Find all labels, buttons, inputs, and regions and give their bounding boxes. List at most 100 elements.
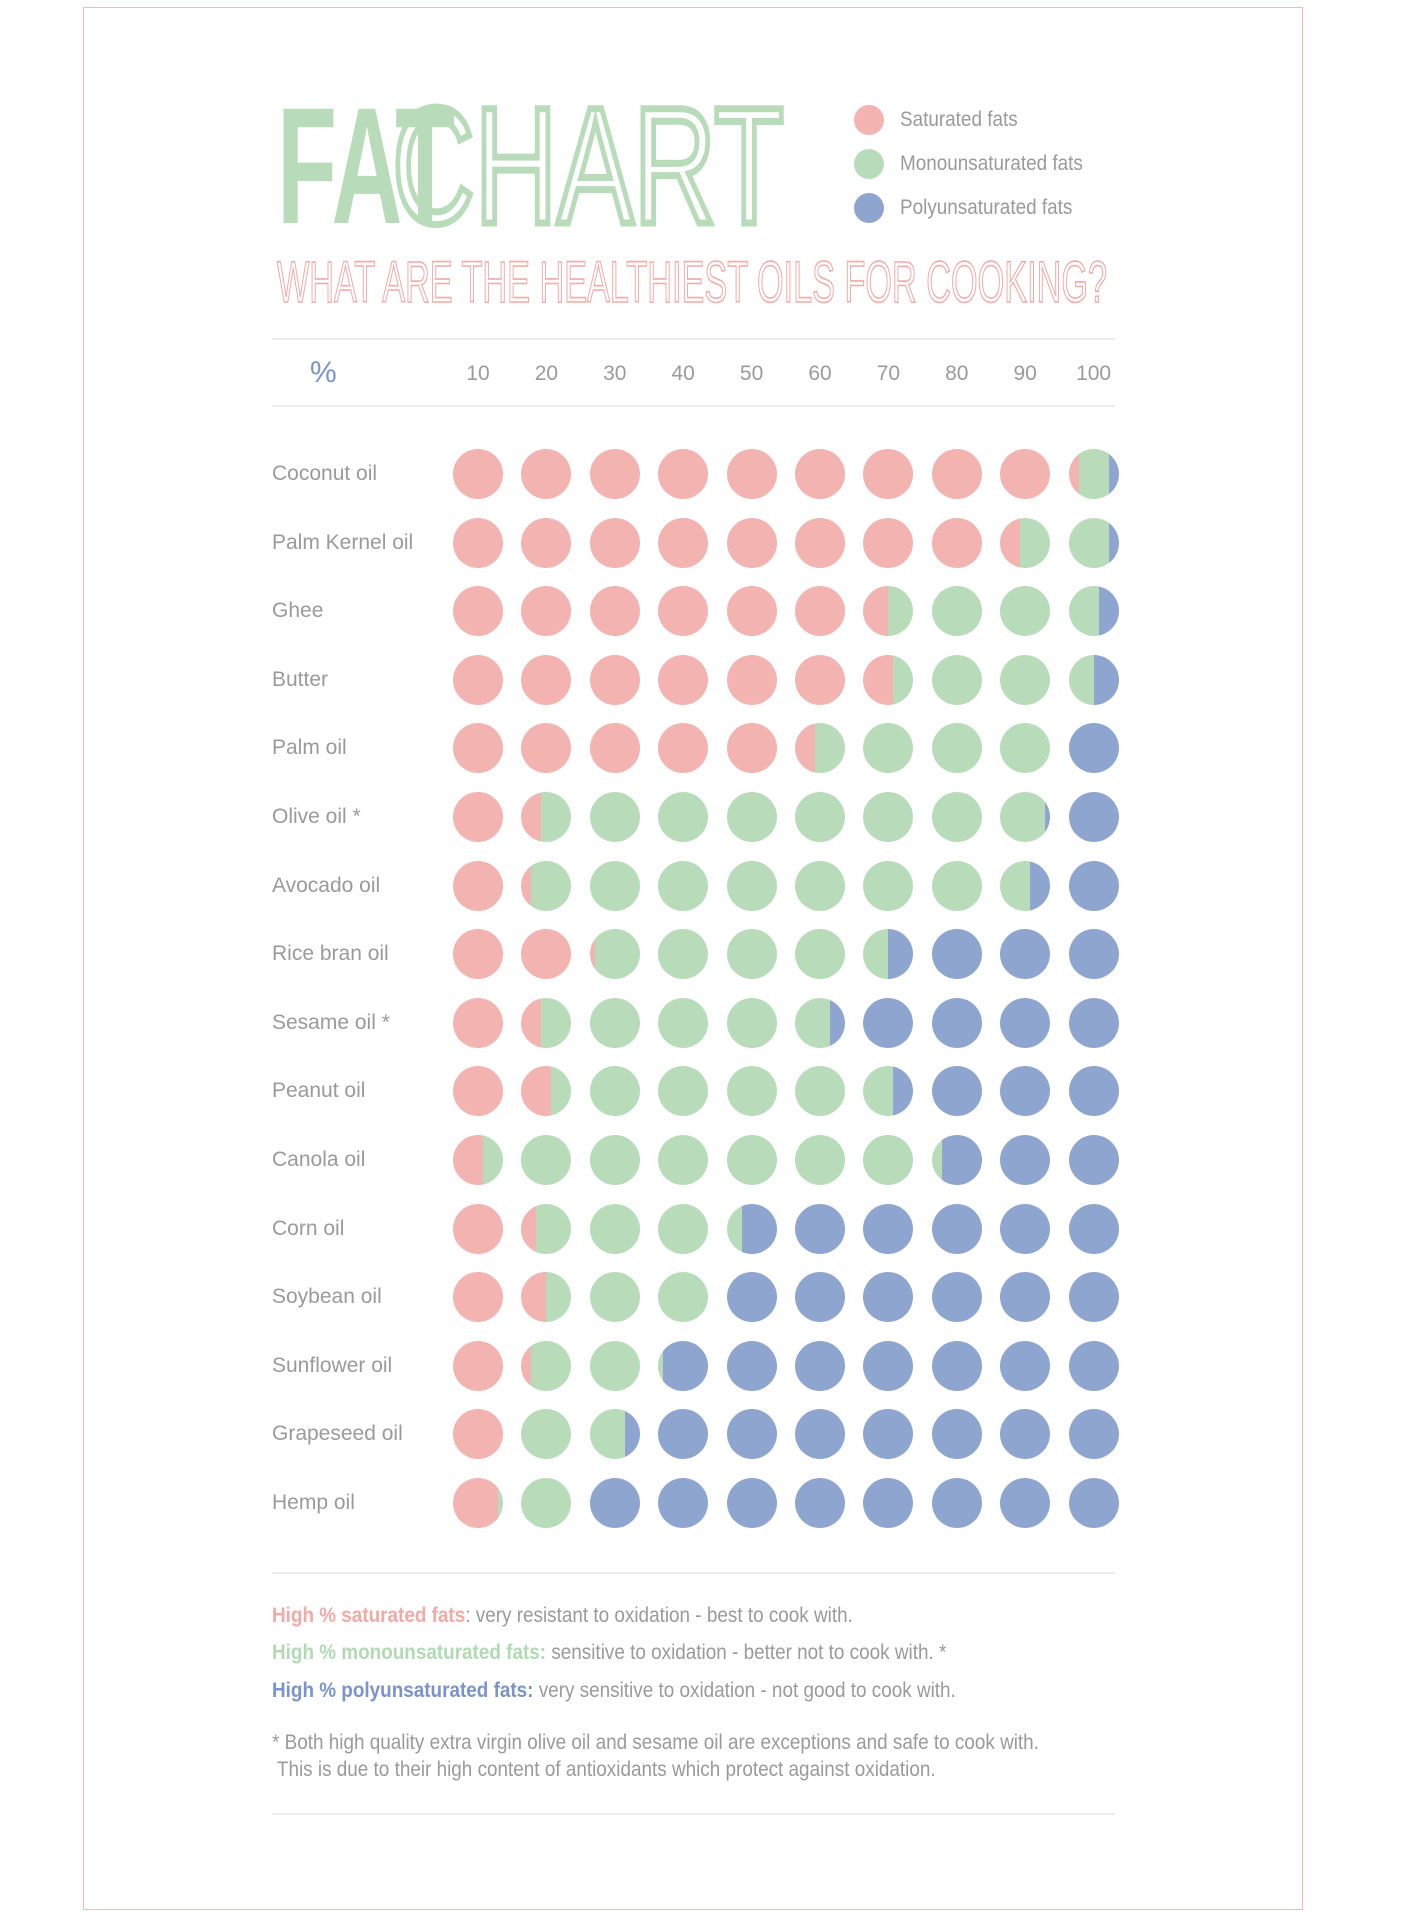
fat-dot (795, 1066, 845, 1117)
fat-dot (658, 586, 709, 637)
fat-dot (453, 723, 503, 774)
fat-dot (658, 1203, 709, 1254)
fat-dot (1000, 1135, 1051, 1185)
fat-dot (589, 1066, 640, 1117)
legend-item-mono: Monounsaturated fats (854, 149, 1103, 179)
fat-dot (589, 449, 640, 499)
fat-dot (931, 997, 982, 1048)
poly-dot-icon (854, 193, 884, 223)
fat-dot (795, 723, 845, 774)
percent-axis-label: % (310, 356, 337, 389)
fat-dot (795, 517, 845, 568)
fat-dot (453, 517, 503, 568)
fat-dot (795, 654, 845, 705)
poster-frame (83, 7, 1303, 1910)
fat-dot (453, 792, 503, 842)
fat-dot (931, 654, 982, 705)
fat-dot (589, 1203, 640, 1254)
fat-dot (521, 517, 572, 568)
note-mono-label: High % monounsaturated fats: (272, 1641, 547, 1664)
fat-dot (795, 586, 845, 637)
fat-dot (1000, 654, 1051, 705)
fat-dot (658, 654, 709, 705)
fat-dot (589, 586, 640, 637)
fat-dot (931, 723, 982, 774)
fat-dot (795, 1135, 845, 1185)
fat-dot (931, 1272, 982, 1323)
fat-dot (589, 997, 640, 1048)
tick-label: 20 (534, 362, 559, 385)
fat-dot (521, 1066, 572, 1117)
divider (272, 405, 1115, 407)
fat-dot (863, 929, 914, 980)
fat-dot (453, 1409, 503, 1460)
fat-dot (931, 1409, 982, 1460)
fat-dot (1068, 1478, 1119, 1528)
fat-dot (1068, 792, 1119, 842)
fat-dot (795, 1272, 845, 1323)
fat-dot (726, 654, 777, 705)
fat-dot (589, 1135, 640, 1185)
fat-dot (1000, 1340, 1051, 1391)
fat-dot (589, 792, 640, 842)
fat-dot (521, 1340, 572, 1391)
legend-label: Monounsaturated fats (900, 152, 1083, 175)
fat-dot (521, 1135, 572, 1185)
legend-item-poly: Polyunsaturated fats (854, 193, 1091, 223)
fat-dot (863, 1340, 914, 1391)
fat-dot (726, 929, 777, 980)
fat-dot (726, 997, 777, 1048)
note-poly-text: very sensitive to oxidation - not good t… (533, 1679, 956, 1702)
note-mono: High % monounsaturated fats: sensitive t… (272, 1641, 946, 1665)
fat-dot (658, 792, 709, 842)
note-saturated-text: : very resistant to oxidation - best to … (465, 1604, 853, 1627)
fat-dot (726, 860, 777, 911)
fat-dot (726, 1066, 777, 1117)
tick-label: 30 (603, 362, 627, 385)
fat-dot (658, 929, 709, 980)
fat-dot (931, 517, 982, 568)
fat-dot (1000, 1272, 1051, 1323)
fat-dot (1068, 1409, 1119, 1460)
fat-dot (1068, 1066, 1119, 1117)
fat-dot (863, 1066, 914, 1117)
fat-dot (589, 654, 640, 705)
fat-dot (658, 517, 709, 568)
footnote-line-1: * Both high quality extra virgin olive o… (272, 1731, 1039, 1754)
fat-dot (453, 929, 503, 980)
fat-dot (658, 1478, 709, 1528)
oil-label: Sunflower oil (272, 1353, 393, 1377)
fat-dot (521, 654, 572, 705)
fat-dot (658, 449, 709, 499)
fat-dot (726, 1478, 777, 1528)
fat-dot (589, 1409, 640, 1460)
fat-dot (795, 929, 845, 980)
fat-dot (1000, 586, 1051, 637)
tick-label: 70 (876, 362, 901, 385)
fat-dot (1000, 860, 1051, 911)
legend-label: Polyunsaturated fats (900, 196, 1073, 219)
fat-dot (726, 1203, 777, 1254)
fat-dot (931, 1066, 982, 1117)
subtitle-text: WHAT ARE THE HEALTHIEST OILS FOR COOKING… (277, 250, 1107, 310)
fat-dot (863, 517, 914, 568)
fat-dot (1000, 1066, 1051, 1117)
fat-dot (521, 1203, 572, 1254)
note-saturated: High % saturated fats: very resistant to… (272, 1604, 853, 1628)
fat-dot (521, 1478, 572, 1528)
tick-label: 80 (945, 362, 969, 385)
fat-dot (1000, 1478, 1051, 1528)
fat-dot (589, 1272, 640, 1323)
fat-dot (931, 1135, 982, 1185)
fat-dot (453, 449, 503, 499)
fat-dot (863, 997, 914, 1048)
subtitle: WHAT ARE THE HEALTHIEST OILS FOR COOKING… (276, 250, 1108, 310)
fat-dot (658, 997, 709, 1048)
divider (272, 1572, 1115, 1574)
fat-dot (453, 1135, 503, 1185)
fat-dot (589, 723, 640, 774)
tick-label: 100 (1076, 362, 1112, 385)
fat-dot (1068, 997, 1119, 1048)
fat-dot (453, 997, 503, 1048)
fat-dot (589, 1478, 640, 1528)
